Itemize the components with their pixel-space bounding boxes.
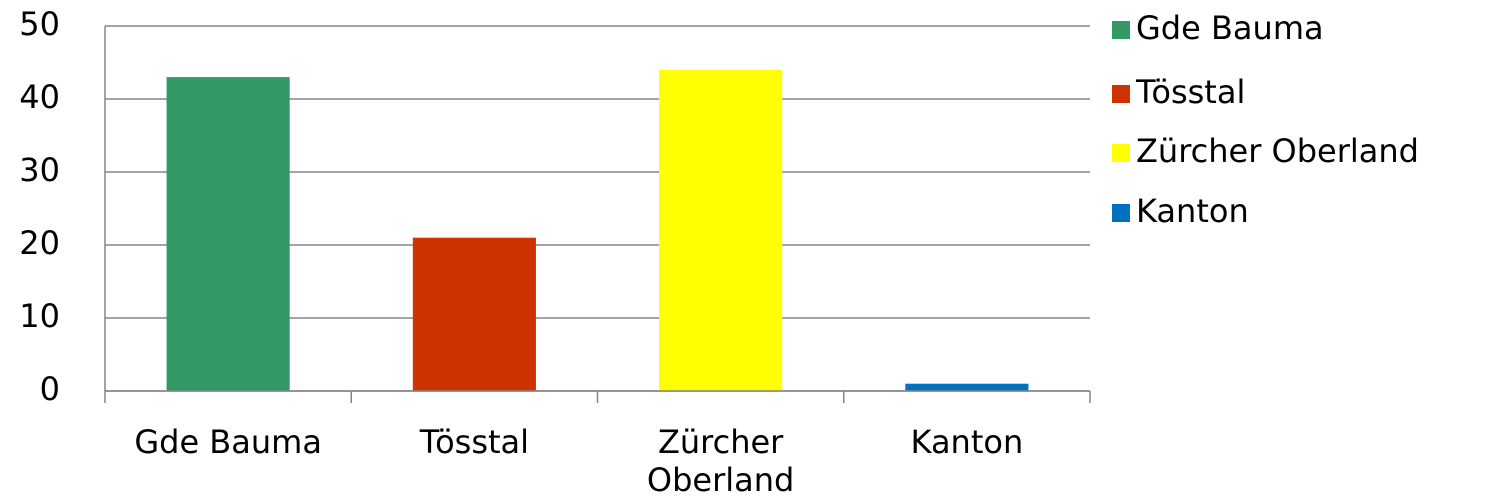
- legend-label: Kanton: [1136, 192, 1249, 230]
- legend-swatch: [1112, 85, 1130, 103]
- legend-swatch: [1112, 204, 1130, 222]
- legend-label: Tösstal: [1135, 73, 1245, 111]
- legend-swatch: [1112, 21, 1130, 39]
- bar: [166, 77, 290, 391]
- y-tick-label: 50: [19, 5, 60, 43]
- legend-label: Gde Bauma: [1136, 9, 1324, 47]
- legend-label: Zürcher Oberland: [1136, 132, 1419, 170]
- x-tick-label: Zürcher Oberland: [646, 423, 795, 499]
- x-tick-label: Tösstal: [419, 423, 530, 461]
- y-tick-label: 20: [19, 224, 60, 262]
- y-tick-label: 30: [19, 151, 60, 189]
- x-tick-label: Gde Bauma: [134, 423, 322, 461]
- legend-swatch: [1112, 144, 1130, 162]
- bar: [412, 237, 536, 391]
- bar: [905, 383, 1029, 391]
- y-tick-label: 10: [19, 297, 60, 335]
- y-tick-label: 40: [19, 78, 60, 116]
- bar: [659, 69, 783, 392]
- x-tick-label: Kanton: [910, 423, 1024, 461]
- y-tick-label: 0: [40, 370, 60, 408]
